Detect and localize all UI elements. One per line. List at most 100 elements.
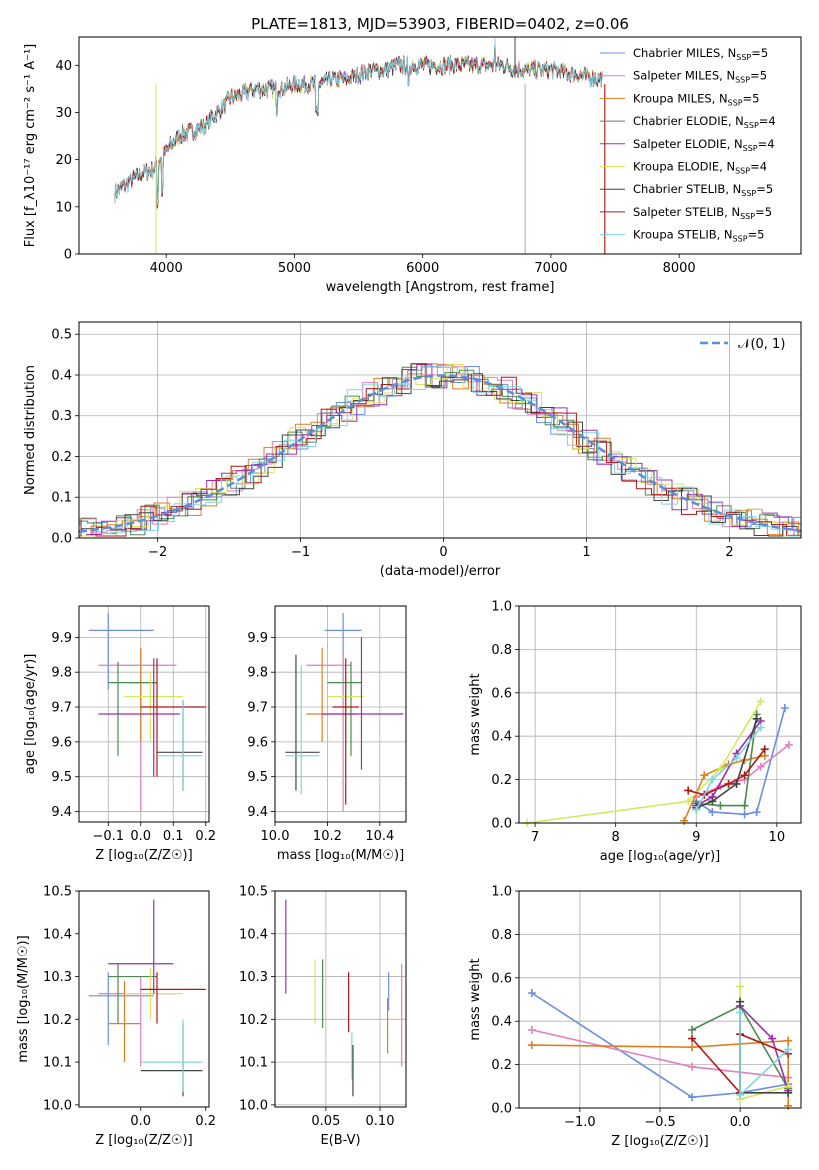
weight_vs_age-point-marker [756, 697, 765, 706]
mass_vs_Z-plot [88, 899, 206, 1097]
weight_vs_age-point-marker [760, 745, 769, 754]
mass_vs_Z-ytick-label: 10.1 [43, 1056, 72, 1071]
residual-histogram [79, 363, 801, 537]
mass_vs_Z-xtick-label: 0.2 [195, 1114, 216, 1129]
residuals-xtick-label: −2 [148, 545, 167, 560]
weight_vs_Z-point-marker [688, 1043, 697, 1052]
weight_vs_age-ytick-label: 0.8 [491, 643, 512, 658]
weight_vs_age-point-marker [752, 714, 761, 723]
legend-label: Chabrier MILES, NSSP=5 [633, 46, 768, 62]
mass_vs_Z-frame [78, 890, 210, 1108]
weight_vs_age-point-marker [724, 779, 733, 788]
weight_vs_age-point-marker [700, 771, 709, 780]
residuals-panel: −2 −1 0 1 2 0.0 0.1 0.2 0.3 0.4 0.5 (data-model)/er… [23, 321, 802, 579]
residual-histogram [79, 363, 801, 537]
age_vs_Z-ytick-label: 9.5 [51, 770, 72, 785]
age_vs_mass-ytick-label: 9.7 [247, 701, 268, 716]
age_vs_mass-frame [274, 605, 407, 823]
mass_vs_Z-panel: 0.0 0.2 10.0 10.1 10.2 10.3 10.4 10.5 Z [log₁₀(Z… [16, 885, 216, 1149]
age_vs_mass-ytick-label: 9.4 [247, 805, 268, 820]
weight_vs_age-point-marker [708, 797, 717, 806]
mass_vs_ebv-frame [274, 890, 407, 1108]
weight_vs_Z-xlabel: Z [log₁₀(Z/Z☉)] [611, 1134, 708, 1149]
spectrum-xtick-label: 4000 [150, 261, 183, 276]
weight_vs_age-xlabel: age [log₁₀(age/yr)] [600, 849, 721, 864]
weight_vs_age-panel: 7 8 9 10 0.0 0.2 0.4 0.6 0.8 1.0 age [log₁₀(age/yr… [468, 600, 802, 864]
weight_vs_age-point-marker [716, 801, 725, 810]
weight_vs_Z-ytick-label: 0.0 [491, 1102, 512, 1117]
age_vs_mass-xlabel: mass [log₁₀(M/M☉)] [277, 848, 404, 863]
legend-label: Kroupa ELODIE, NSSP=4 [633, 160, 767, 176]
residuals-plot [78, 363, 802, 537]
weight_vs_Z-point-marker [784, 1045, 793, 1054]
spectrum-ytick-label: 30 [55, 106, 72, 121]
weight_vs_age-point-marker [684, 786, 693, 795]
mass_vs_ebv-xlabel: E(B-V) [320, 1133, 360, 1148]
mass_vs_Z-ytick-label: 10.4 [43, 927, 72, 942]
spectrum-ylabel: Flux [f_λ10⁻¹⁷ erg cm⁻² s⁻¹ A⁻¹] [23, 44, 38, 248]
spectrum-xtick-label: 8000 [663, 261, 696, 276]
weight_vs_age-point-marker [732, 753, 741, 762]
weight_vs_Z-ytick-label: 0.6 [491, 971, 512, 986]
residuals-xlabel: (data-model)/error [380, 564, 501, 579]
weight_vs_age-xtick-label: 10 [769, 830, 786, 845]
legend-label: 𝒩(0, 1) [738, 337, 785, 352]
weight_vs_age-point-marker [708, 775, 717, 784]
residuals-ytick-label: 0.1 [51, 491, 72, 506]
weight_vs_age-point-marker [740, 771, 749, 780]
weight_vs_Z-xtick-label: −1.0 [564, 1115, 596, 1130]
weight_vs_age-point-marker [708, 808, 717, 817]
age_vs_Z-ytick-label: 9.8 [51, 666, 72, 681]
weight_vs_Z-xtick-label: −0.5 [644, 1115, 676, 1130]
residuals-ytick-label: 0.0 [51, 532, 72, 547]
age_vs_Z-ytick-label: 9.9 [51, 631, 72, 646]
spectrum-series-line [114, 37, 603, 208]
age_vs_mass-xtick-label: 10.0 [261, 829, 290, 844]
weight_vs_age-series-line [695, 744, 790, 798]
residuals-frame [78, 321, 802, 539]
weight_vs_age-ytick-label: 0.6 [491, 686, 512, 701]
weight_vs_Z-point-marker [784, 1101, 793, 1110]
mass_vs_Z-ylabel: mass [log₁₀(M/M☉)] [16, 935, 31, 1062]
spectrum-title: PLATE=1813, MJD=53903, FIBERID=0402, z=0… [251, 15, 629, 33]
mass_vs_Z-xtick-label: 0.0 [130, 1114, 151, 1129]
weight_vs_age-point-marker [732, 779, 741, 788]
weight_vs_Z-series-line [531, 992, 789, 1099]
weight_vs_Z-ylabel: mass weight [468, 958, 483, 1040]
weight_vs_age-point-marker [752, 808, 761, 817]
residual-histogram [79, 363, 801, 537]
weight_vs_age-series-line [695, 727, 762, 811]
spectrum-xlabel: wavelength [Angstrom, rest frame] [326, 280, 555, 295]
spectrum-series-line [114, 38, 603, 206]
residuals-xtick-label: 0 [439, 545, 447, 560]
weight_vs_Z-point-marker [736, 997, 745, 1006]
weight_vs_Z-point-marker [768, 1034, 777, 1043]
residuals-xtick-label: −1 [291, 545, 310, 560]
spectrum-series-line [114, 42, 603, 210]
spectrum-ytick-label: 10 [55, 200, 72, 215]
legend-label: Salpeter MILES, NSSP=5 [633, 69, 767, 85]
weight_vs_age-series-line [695, 720, 762, 807]
weight_vs_Z-point-marker [736, 1008, 745, 1017]
legend-label: Kroupa STELIB, NSSP=5 [633, 228, 764, 244]
weight_vs_Z-point-marker [784, 1088, 793, 1097]
mass_vs_Z-ytick-label: 10.5 [43, 885, 72, 900]
mass_vs_ebv-panel: 0.05 0.10 10.0 10.1 10.2 10.3 10.4 10.5 E(B-V) [239, 885, 407, 1148]
residuals-xtick-label: 1 [582, 545, 590, 560]
residuals-ytick-label: 0.3 [51, 409, 72, 424]
weight_vs_Z-point-marker [688, 1093, 697, 1102]
weight_vs_age-point-marker [756, 723, 765, 732]
mass_vs_Z-xlabel: Z [log₁₀(Z/Z☉)] [95, 1133, 192, 1148]
mass_vs_Z-ytick-label: 10.2 [43, 1013, 72, 1028]
mass_vs_ebv-xtick-label: 0.10 [366, 1114, 395, 1129]
weight_vs_age-series-line [696, 714, 758, 807]
age_vs_Z-xtick-label: 0.0 [130, 829, 151, 844]
normal-curve [78, 374, 802, 533]
weight_vs_age-ylabel: mass weight [468, 673, 483, 755]
mass_vs_ebv-ytick-label: 10.1 [239, 1056, 268, 1071]
weight_vs_age-series-line [526, 701, 762, 824]
age_vs_mass-ytick-label: 9.5 [247, 770, 268, 785]
weight_vs_Z-point-marker [688, 1034, 697, 1043]
age_vs_mass-ytick-label: 9.9 [247, 631, 268, 646]
